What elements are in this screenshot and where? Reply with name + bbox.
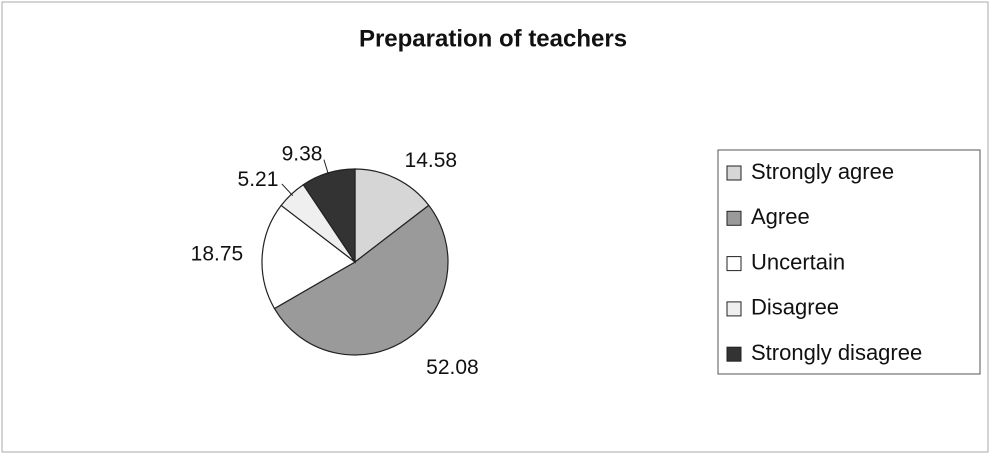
legend-swatch <box>726 165 742 181</box>
legend-label: Uncertain <box>751 249 845 274</box>
data-label: 52.08 <box>426 356 479 379</box>
pie-slice <box>354 168 430 264</box>
legend-swatch <box>726 301 742 317</box>
legend-box <box>717 149 981 375</box>
data-label: 14.58 <box>405 149 458 172</box>
legend-swatch <box>726 210 742 226</box>
legend-label: Agree <box>751 204 810 229</box>
pie-slice <box>261 204 357 310</box>
legend-swatch <box>726 346 742 362</box>
chart-title: Preparation of teachers <box>359 25 627 52</box>
legend-label: Strongly disagree <box>751 340 922 365</box>
leader-line <box>281 183 294 196</box>
pie-slice <box>273 204 449 356</box>
legend-label: Disagree <box>751 295 839 320</box>
data-label: 5.21 <box>238 168 279 191</box>
leader-line <box>323 159 330 176</box>
data-label: 18.75 <box>191 242 244 265</box>
legend-swatch <box>726 256 742 272</box>
data-label: 9.38 <box>282 142 323 165</box>
legend-label: Strongly agree <box>751 159 894 184</box>
